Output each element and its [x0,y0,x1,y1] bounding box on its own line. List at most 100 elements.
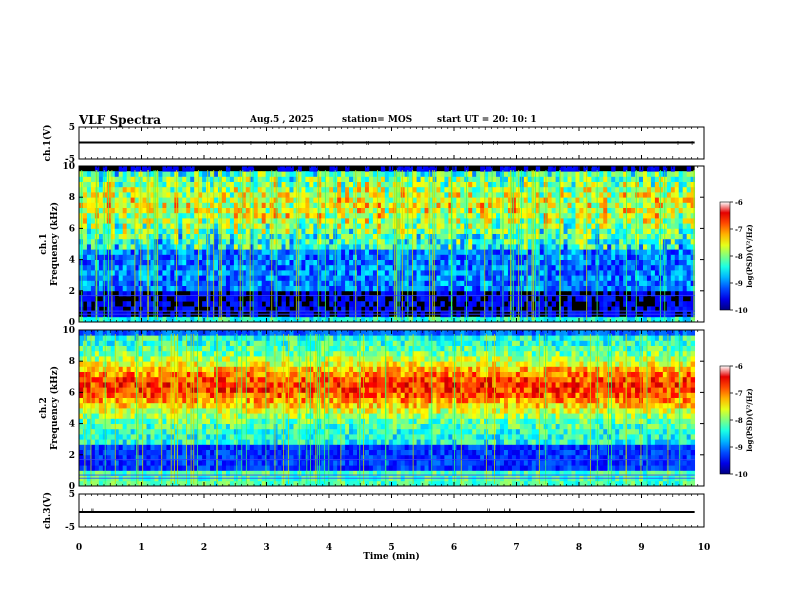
spectrogram-cell [368,223,374,229]
spectrogram-cell [650,306,656,312]
spectrogram-cell [186,254,191,260]
spectrogram-cell [293,228,298,234]
spectrogram-cell [198,171,203,177]
spectrogram-cell [690,301,696,307]
spectrogram-cell [654,171,660,177]
spectrogram-cell [480,285,485,292]
spectrogram-cell [364,192,370,198]
spectrogram-cell [194,290,199,297]
spectrogram-cell [178,280,183,286]
spectrogram-cell [293,192,298,198]
spectrogram-cell [488,192,493,198]
spectrogram-cell [225,306,231,312]
spectrogram-cell [567,192,572,198]
spectrogram-cell [221,306,227,312]
spectrogram-cell [627,306,632,312]
spectrogram-cell [523,259,529,266]
spectrogram-cell [134,207,139,214]
spectrogram-cell [285,166,290,172]
spectrogram-cell [134,259,139,266]
spectrogram-cell [547,238,553,245]
spectrogram-cell [214,197,219,203]
spectrogram-cell [110,192,116,198]
spectrogram-cell [472,197,477,203]
spectrogram-cell [202,301,207,307]
spectrogram-cell [265,197,271,203]
spectrogram-cell [150,285,155,292]
spectrogram-cell [527,244,533,250]
spectrogram-cell [547,176,553,182]
spectrogram-cell [245,264,251,271]
spectrogram-cell [635,270,640,276]
spectrogram-cell [325,233,330,240]
spectrogram-cell [670,233,676,240]
spectrogram-cell [194,254,199,260]
spectrogram-cell [345,238,350,245]
spectrogram-cell [607,186,612,193]
spectrogram-cell [186,192,191,198]
spectrogram-cell [305,223,310,229]
spectrogram-cell [551,270,557,276]
spectrogram-cell [337,212,342,219]
spectrogram-cell [210,171,215,177]
spectrogram-cell [515,259,521,266]
spectrogram-cell [559,223,564,229]
spectrogram-cell [321,285,326,292]
spectrogram-cell [571,186,576,193]
spectrogram-cell [309,270,314,276]
spectrogram-cell [122,228,128,234]
spectrogram-cell [627,275,632,281]
spectrogram-cell [654,228,660,234]
spectrogram-cell [190,249,195,255]
spectrogram-cell [404,192,410,198]
spectrogram-cell [249,275,255,281]
spectrogram-cell [301,249,306,255]
spectrogram-cell [404,218,410,224]
spectrogram-cell [623,186,628,193]
spectrogram-cell [547,280,553,286]
spectrogram-cell [658,259,664,266]
spectrogram-cell [178,296,183,302]
spectrogram-cell [253,244,259,250]
spectrogram-cell [619,233,624,240]
spectrogram-cell [635,218,640,224]
spectrogram-cell [496,285,501,292]
spectrogram-cell [500,186,505,193]
spectrogram-cell [158,197,163,203]
spectrogram-cell [317,176,322,182]
spectrogram-cell [98,249,104,255]
spectrogram-cell [420,238,425,245]
spectrogram-cell [349,218,354,224]
spectrogram-cell [214,238,219,245]
spectrogram-cell [206,285,211,292]
spectrogram-cell [241,207,247,214]
spectrogram-cell [448,176,453,182]
spectrogram-cell [106,301,112,307]
spectrogram-cell [353,181,358,188]
spectrogram-cell [523,176,529,182]
spectrogram-cell [519,254,525,260]
spectrogram-cell [472,254,477,260]
spectrogram-cell [79,301,84,307]
spectrogram-cell [257,244,263,250]
spectrogram-cell [190,254,195,260]
spectrogram-cell [297,197,302,203]
spectrogram-cell [86,275,92,281]
spectrogram-cell [380,218,386,224]
spectrogram-cell [357,280,362,286]
spectrogram-cell [670,275,676,281]
spectrogram-cell [281,254,286,260]
spectrogram-cell [635,202,640,208]
spectrogram-cell [686,264,692,271]
spectrogram-cell [186,285,191,292]
spectrogram-cell [162,254,167,260]
spectrogram-cell [515,290,521,297]
spectrogram-cell [476,290,481,297]
spectrogram-cell [313,301,318,307]
spectrogram-cell [452,254,457,260]
spectrogram-cell [408,197,414,203]
spectrogram-cell [241,264,247,271]
spectrogram-cell [500,306,505,312]
spectrogram-cell [79,275,84,281]
spectrogram-cell [511,259,517,266]
